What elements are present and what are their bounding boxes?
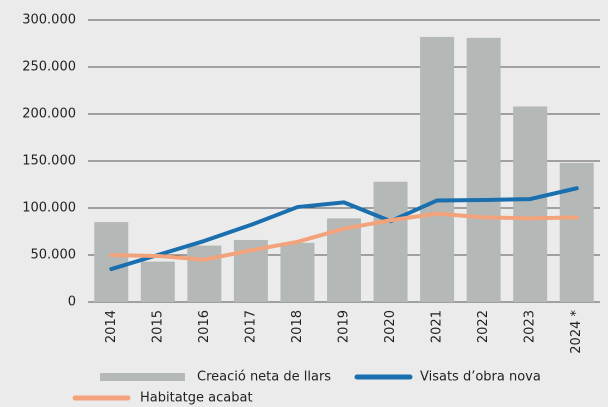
y-tick-label: 0 [68, 295, 76, 310]
bar [94, 222, 129, 302]
y-tick-label: 250.000 [22, 60, 76, 75]
y-tick-label: 300.000 [22, 13, 76, 28]
bar [420, 36, 455, 303]
line [109, 211, 579, 262]
x-tick-label: 2021 [430, 310, 445, 343]
bar [280, 242, 315, 302]
bar [466, 37, 501, 303]
x-tick-label: 2016 [197, 310, 212, 343]
y-tick-label: 50.000 [31, 248, 77, 263]
x-tick-label: 2020 [383, 310, 398, 343]
y-tick-label: 100.000 [22, 201, 76, 216]
x-tick-label: 2024 * [569, 310, 584, 354]
x-tick-label: 2015 [150, 310, 165, 343]
x-tick-label: 2019 [337, 310, 352, 343]
legend-label: Visats d’obra nova [420, 370, 541, 385]
x-tick-label: 2023 [523, 310, 538, 343]
line [109, 186, 579, 272]
bar [559, 162, 594, 302]
bar [373, 181, 408, 302]
legend-label: Habitatge acabat [140, 391, 253, 406]
legend-swatch [100, 373, 185, 381]
x-tick-label: 2018 [290, 310, 305, 343]
bar [140, 261, 175, 302]
bar [513, 106, 548, 302]
y-tick-label: 150.000 [22, 154, 76, 169]
x-tick-label: 2017 [243, 310, 258, 343]
legend-label: Creació neta de llars [197, 370, 331, 385]
y-tick-label: 200.000 [22, 107, 76, 122]
x-tick-label: 2014 [104, 310, 119, 343]
x-tick-label: 2022 [476, 310, 491, 343]
bar [187, 245, 222, 302]
